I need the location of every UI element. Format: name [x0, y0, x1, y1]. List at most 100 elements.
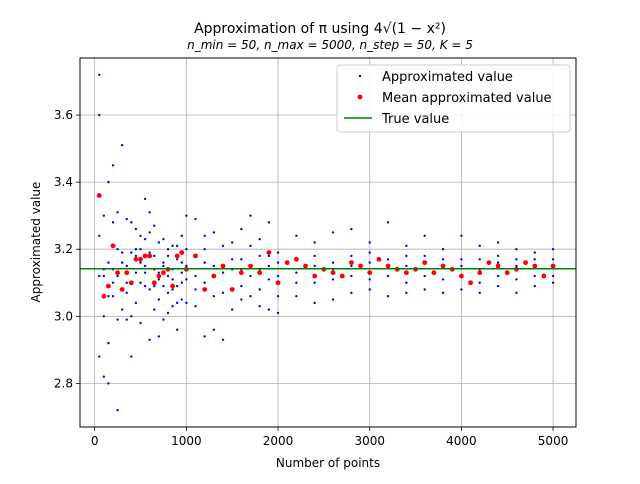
approximated-point [423, 234, 426, 237]
mean-point [266, 250, 272, 255]
plot-frame [79, 57, 577, 428]
approximated-point [143, 271, 147, 274]
approximated-point [157, 271, 161, 274]
legend: Approximated value Mean approximated val… [336, 64, 571, 133]
approximated-point [515, 258, 518, 261]
approximated-point [460, 264, 463, 268]
approximated-point [130, 355, 133, 358]
approximated-point [533, 284, 536, 288]
approximated-point [276, 274, 280, 278]
approximated-point [258, 288, 261, 291]
approximated-point [139, 281, 142, 284]
approximated-point [386, 258, 390, 261]
mean-point [422, 260, 428, 266]
approximated-point [331, 261, 335, 264]
approximated-point [276, 251, 280, 254]
approximated-point [386, 221, 390, 224]
approximated-point [111, 221, 115, 224]
approximated-point [331, 231, 335, 234]
approximated-point [230, 258, 234, 261]
approximated-point [102, 274, 106, 278]
approximated-point [441, 248, 445, 251]
approximated-point [368, 288, 371, 291]
approximated-point [423, 274, 426, 278]
approximated-point [171, 288, 174, 291]
approximated-point [148, 231, 151, 234]
mean-point [367, 270, 373, 276]
approximated-point [496, 261, 500, 264]
approximated-point [157, 278, 161, 281]
approximated-point [368, 261, 371, 264]
legend-label-mean: Mean approximated value [382, 91, 552, 106]
mean-point [440, 263, 446, 269]
approximated-point [478, 281, 481, 284]
approximated-point [166, 248, 170, 251]
approximated-point [441, 278, 445, 281]
y-tick-label: 3.4 [54, 175, 73, 189]
approximated-point [162, 261, 165, 264]
approximated-point [143, 284, 147, 288]
approximated-point [267, 254, 271, 258]
y-tick-label: 3.6 [54, 108, 73, 122]
approximated-point [295, 281, 298, 284]
approximated-point [350, 254, 353, 258]
approximated-point [125, 217, 128, 221]
mean-point [403, 270, 409, 276]
x-tick-label: 5000 [538, 434, 569, 448]
mean-point [385, 263, 391, 269]
approximated-point [533, 274, 536, 278]
mean-point [229, 287, 235, 292]
approximated-point [423, 288, 426, 291]
approximated-point [139, 234, 142, 237]
legend-marker-approx [358, 74, 362, 78]
approximated-point [148, 338, 151, 341]
approximated-point [350, 227, 353, 231]
approximated-point [130, 221, 133, 224]
y-tick-label: 2.8 [54, 376, 73, 390]
x-tick-label: 4000 [446, 434, 477, 448]
x-axis-ticks: 0 1000 2000 3000 4000 5000 [91, 427, 569, 448]
approximated-point [551, 281, 555, 284]
approximated-point [111, 294, 115, 298]
approximated-point [120, 144, 124, 147]
mean-point [119, 287, 125, 292]
approximated-point [386, 294, 390, 298]
legend-box [336, 64, 571, 133]
approximated-point [350, 264, 353, 268]
mean-point [504, 270, 510, 276]
approximated-point [313, 264, 316, 268]
approximated-point [162, 237, 165, 241]
mean-point [477, 270, 483, 276]
mean-point [303, 263, 308, 269]
approximated-point [134, 271, 138, 274]
approximated-point [162, 318, 165, 321]
approximated-point [249, 274, 252, 278]
y-tick-label: 3.0 [54, 309, 73, 323]
approximated-point [405, 254, 408, 258]
approximated-point [240, 258, 243, 261]
approximated-point [551, 258, 555, 261]
approximated-point [139, 261, 142, 264]
mean-point [293, 256, 299, 262]
approximated-point [331, 278, 335, 281]
approximated-point [350, 274, 353, 278]
approximated-point [139, 321, 142, 325]
approximated-point [175, 284, 179, 288]
approximated-point [148, 251, 151, 254]
approximated-point [405, 291, 408, 295]
approximated-point [180, 261, 183, 264]
approximated-point [153, 254, 156, 258]
approximated-point [203, 234, 206, 237]
approximated-point [102, 214, 106, 217]
approximated-point [460, 234, 463, 237]
mean-point [115, 270, 120, 276]
approximated-point [130, 251, 133, 254]
approximated-point [203, 281, 206, 284]
mean-point [133, 256, 139, 262]
approximated-point [171, 305, 174, 308]
approximated-point [368, 251, 371, 254]
approximated-point [102, 315, 106, 318]
mean-point [550, 263, 556, 269]
legend-label-true: True value [381, 112, 449, 127]
approximated-point [212, 264, 216, 268]
